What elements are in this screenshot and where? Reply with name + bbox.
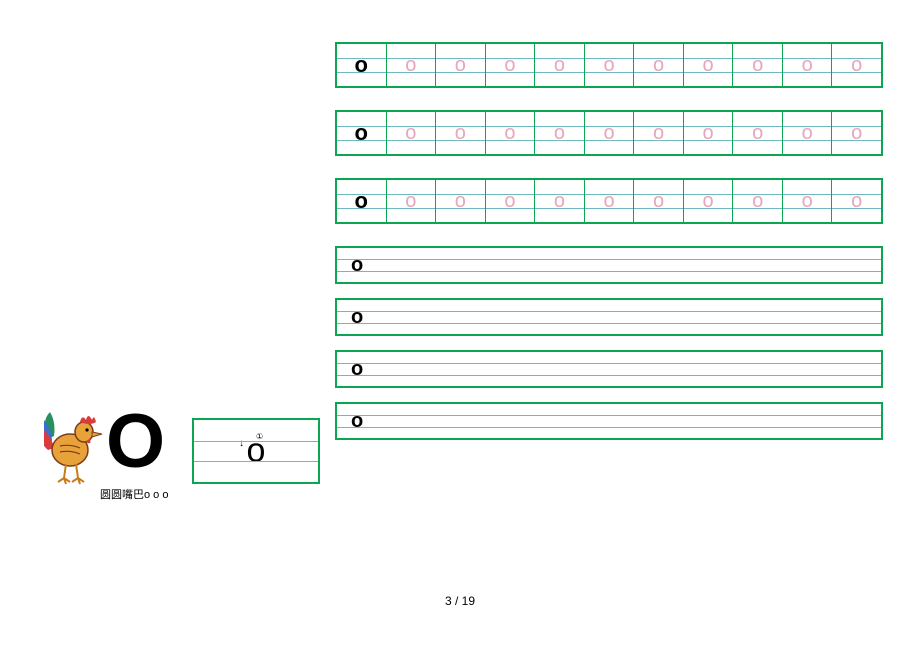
mnemonic-caption: 圆圆嘴巴o o o: [100, 486, 168, 502]
trace-cell: o: [684, 180, 734, 222]
guideline: [337, 415, 881, 416]
trace-cell: o: [832, 44, 881, 86]
trace-letter: o: [851, 55, 862, 75]
guideline: [194, 441, 318, 442]
trace-letter: o: [703, 123, 714, 143]
page-current: 3: [445, 594, 452, 608]
trace-cell: o: [436, 180, 486, 222]
trace-cell: o: [387, 44, 437, 86]
trace-cell: o: [783, 112, 833, 154]
solid-letter: o: [355, 190, 368, 212]
traced-row: ooooooooooo: [335, 110, 883, 156]
trace-cell: o: [733, 180, 783, 222]
trace-cell: o: [585, 44, 635, 86]
trace-cell: o: [436, 44, 486, 86]
plain-row: o: [335, 298, 883, 336]
solid-letter: o: [351, 359, 363, 379]
trace-letter: o: [504, 55, 515, 75]
trace-cell: o: [436, 112, 486, 154]
trace-cell: o: [486, 44, 536, 86]
trace-letter: o: [455, 191, 466, 211]
solid-letter: o: [351, 307, 363, 327]
trace-letter: o: [603, 123, 614, 143]
trace-cell: o: [783, 180, 833, 222]
stroke-arrow-icon: ↓: [239, 438, 244, 449]
trace-letter: o: [554, 191, 565, 211]
trace-cell: o: [684, 44, 734, 86]
trace-letter: o: [603, 55, 614, 75]
stroke-demo-box: ① ↓ o: [192, 418, 320, 484]
solid-letter: o: [355, 54, 368, 76]
trace-cell: o: [733, 44, 783, 86]
guideline: [337, 375, 881, 376]
trace-cell: o: [783, 44, 833, 86]
trace-cell: o: [486, 112, 536, 154]
trace-cell: o: [634, 112, 684, 154]
trace-letter: o: [504, 191, 515, 211]
guideline: [337, 259, 881, 260]
trace-letter: o: [554, 55, 565, 75]
trace-letter: o: [405, 191, 416, 211]
demo-letter: o: [247, 432, 266, 471]
trace-letter: o: [554, 123, 565, 143]
solid-cell: o: [337, 180, 387, 222]
trace-letter: o: [405, 55, 416, 75]
trace-letter: o: [703, 55, 714, 75]
guideline: [337, 271, 881, 272]
page-total: 19: [462, 594, 475, 608]
trace-cell: o: [832, 112, 881, 154]
trace-cell: o: [387, 112, 437, 154]
trace-letter: o: [504, 123, 515, 143]
trace-cell: o: [535, 44, 585, 86]
page-number: 3 / 19: [0, 594, 920, 608]
trace-letter: o: [455, 55, 466, 75]
trace-cell: o: [535, 112, 585, 154]
trace-cell: o: [387, 180, 437, 222]
plain-row: o: [335, 246, 883, 284]
trace-cell: o: [486, 180, 536, 222]
trace-letter: o: [653, 191, 664, 211]
trace-letter: o: [603, 191, 614, 211]
trace-cell: o: [585, 180, 635, 222]
guideline: [337, 311, 881, 312]
guideline: [337, 427, 881, 428]
reference-big-letter: O: [106, 404, 165, 480]
trace-letter: o: [802, 55, 813, 75]
trace-letter: o: [653, 123, 664, 143]
trace-letter: o: [802, 123, 813, 143]
trace-letter: o: [653, 55, 664, 75]
trace-cell: o: [634, 180, 684, 222]
trace-letter: o: [802, 191, 813, 211]
guideline: [337, 363, 881, 364]
trace-letter: o: [405, 123, 416, 143]
plain-row: o: [335, 350, 883, 388]
rooster-icon: [44, 408, 104, 486]
trace-letter: o: [752, 123, 763, 143]
trace-letter: o: [851, 123, 862, 143]
trace-cell: o: [733, 112, 783, 154]
trace-cell: o: [684, 112, 734, 154]
traced-row: ooooooooooo: [335, 42, 883, 88]
trace-letter: o: [703, 191, 714, 211]
solid-cell: o: [337, 112, 387, 154]
solid-letter: o: [351, 411, 363, 431]
traced-row: ooooooooooo: [335, 178, 883, 224]
trace-letter: o: [851, 191, 862, 211]
plain-row: o: [335, 402, 883, 440]
page-sep: /: [452, 594, 462, 608]
trace-letter: o: [752, 55, 763, 75]
guideline: [194, 461, 318, 462]
rooster-illustration: O 圆圆嘴巴o o o: [44, 408, 174, 491]
trace-cell: o: [832, 180, 881, 222]
trace-letter: o: [455, 123, 466, 143]
solid-letter: o: [355, 122, 368, 144]
solid-letter: o: [351, 255, 363, 275]
trace-cell: o: [535, 180, 585, 222]
trace-cell: o: [634, 44, 684, 86]
trace-letter: o: [752, 191, 763, 211]
guideline: [337, 323, 881, 324]
trace-cell: o: [585, 112, 635, 154]
solid-cell: o: [337, 44, 387, 86]
